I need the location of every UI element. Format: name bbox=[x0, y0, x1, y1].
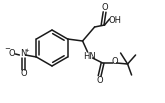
Text: O: O bbox=[101, 3, 108, 12]
Text: O: O bbox=[20, 70, 27, 78]
Text: O: O bbox=[111, 57, 118, 66]
Text: O: O bbox=[96, 76, 103, 85]
Text: O: O bbox=[8, 49, 15, 57]
Text: −: − bbox=[4, 46, 10, 52]
Text: OH: OH bbox=[108, 15, 121, 25]
Text: +: + bbox=[25, 47, 29, 53]
Text: N: N bbox=[20, 49, 27, 58]
Text: HN: HN bbox=[83, 52, 96, 60]
